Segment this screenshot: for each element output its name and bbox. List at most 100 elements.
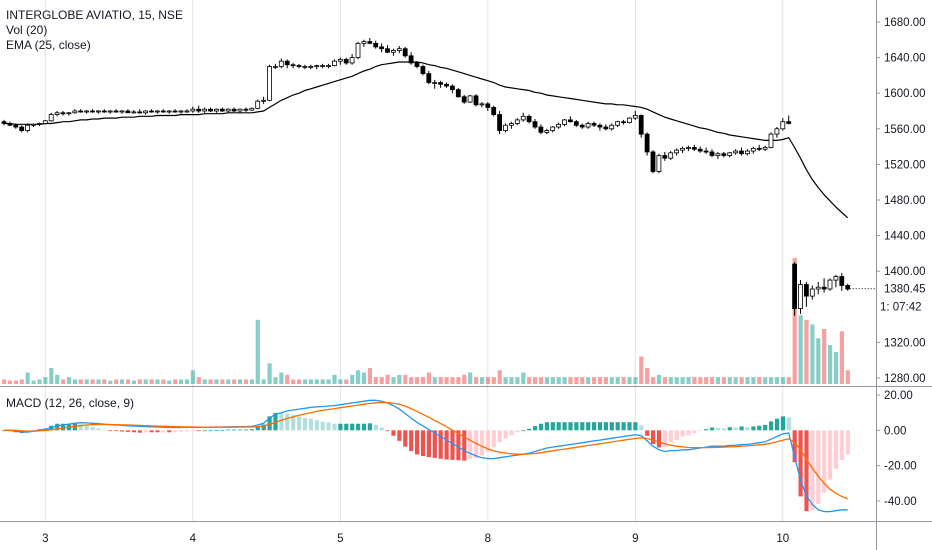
candle[interactable] — [485, 102, 491, 111]
candle[interactable] — [361, 39, 367, 47]
candle[interactable] — [290, 62, 296, 69]
candle[interactable] — [90, 109, 95, 113]
candle[interactable] — [302, 64, 308, 70]
candle[interactable] — [432, 79, 438, 89]
candle[interactable] — [225, 108, 231, 113]
candle[interactable] — [680, 146, 685, 153]
candle[interactable] — [503, 123, 508, 133]
candle[interactable] — [497, 111, 503, 135]
candle[interactable] — [455, 87, 461, 98]
candle[interactable] — [815, 281, 821, 295]
candle[interactable] — [66, 111, 72, 116]
candle[interactable] — [131, 110, 137, 114]
candle[interactable] — [31, 123, 36, 128]
candle[interactable] — [166, 110, 172, 114]
candle[interactable] — [119, 110, 125, 114]
candle[interactable] — [396, 46, 402, 54]
candle[interactable] — [25, 123, 31, 133]
candle[interactable] — [426, 70, 432, 85]
candle[interactable] — [721, 151, 727, 158]
candle[interactable] — [284, 59, 290, 69]
candle[interactable] — [184, 109, 190, 113]
time-axis[interactable]: 3 4 5 8 9 10 — [42, 533, 789, 545]
candle[interactable] — [237, 108, 243, 113]
candle[interactable] — [272, 63, 278, 70]
candle[interactable] — [550, 126, 556, 133]
candle[interactable] — [780, 118, 786, 131]
candle[interactable] — [231, 107, 237, 112]
candle[interactable] — [562, 119, 567, 127]
candle[interactable] — [326, 63, 331, 69]
candle[interactable] — [804, 281, 809, 307]
candle[interactable] — [308, 64, 314, 70]
candle[interactable] — [579, 123, 585, 129]
candle[interactable] — [644, 132, 650, 156]
candle[interactable] — [213, 108, 219, 113]
candle[interactable] — [125, 109, 131, 114]
candle[interactable] — [7, 121, 13, 127]
candle[interactable] — [638, 114, 644, 138]
candle[interactable] — [662, 151, 668, 161]
candle[interactable] — [385, 45, 390, 54]
candle[interactable] — [219, 107, 225, 112]
candle[interactable] — [113, 109, 119, 113]
candle[interactable] — [573, 119, 579, 128]
candle[interactable] — [774, 127, 780, 138]
candle[interactable] — [60, 111, 66, 116]
candle[interactable] — [703, 147, 709, 154]
candle[interactable] — [514, 118, 520, 126]
candle[interactable] — [19, 125, 25, 133]
candle[interactable] — [627, 117, 632, 124]
candle[interactable] — [691, 144, 697, 152]
candle[interactable] — [137, 109, 143, 114]
candle[interactable] — [508, 121, 514, 129]
candle[interactable] — [349, 54, 355, 65]
candle[interactable] — [650, 150, 656, 174]
candle[interactable] — [597, 123, 603, 131]
candle[interactable] — [686, 145, 691, 152]
candle[interactable] — [727, 151, 733, 158]
candle[interactable] — [544, 128, 550, 135]
candle[interactable] — [839, 272, 845, 291]
candle[interactable] — [208, 107, 213, 112]
candle[interactable] — [261, 96, 267, 104]
candle[interactable] — [526, 114, 532, 124]
candle[interactable] — [267, 64, 272, 102]
candle[interactable] — [278, 58, 284, 69]
candle[interactable] — [591, 121, 597, 128]
candle[interactable] — [798, 280, 803, 314]
candle[interactable] — [355, 41, 361, 60]
candle[interactable] — [78, 109, 84, 113]
candle[interactable] — [473, 94, 479, 107]
candle[interactable] — [615, 120, 620, 128]
candle[interactable] — [202, 107, 208, 113]
candle[interactable] — [538, 124, 544, 135]
candle[interactable] — [367, 38, 373, 45]
candle[interactable] — [674, 148, 679, 156]
candle[interactable] — [556, 122, 561, 129]
price-axis[interactable]: 1680.00 1640.00 1600.00 1560.00 1520.00 1480.… — [876, 17, 926, 385]
candle[interactable] — [715, 151, 721, 160]
candle[interactable] — [196, 105, 202, 113]
candle[interactable] — [390, 48, 396, 56]
candle[interactable] — [827, 278, 833, 291]
candle[interactable] — [656, 153, 662, 174]
macd-axis[interactable]: 20.00 0.00 -20.00 -40.00 — [876, 390, 917, 508]
candle[interactable] — [809, 285, 815, 300]
candle[interactable] — [143, 110, 149, 115]
candle[interactable] — [420, 64, 426, 76]
candle[interactable] — [467, 94, 473, 103]
candle[interactable] — [373, 40, 379, 49]
candle[interactable] — [249, 107, 255, 111]
candle[interactable] — [402, 46, 408, 58]
candle[interactable] — [632, 111, 638, 120]
candle[interactable] — [190, 106, 196, 113]
candle[interactable] — [792, 262, 797, 316]
candle[interactable] — [296, 63, 302, 69]
candle[interactable] — [762, 145, 768, 152]
candle[interactable] — [745, 149, 750, 156]
candle[interactable] — [331, 59, 337, 67]
candle[interactable] — [160, 109, 166, 113]
candle[interactable] — [750, 146, 756, 154]
candle[interactable] — [520, 112, 526, 122]
